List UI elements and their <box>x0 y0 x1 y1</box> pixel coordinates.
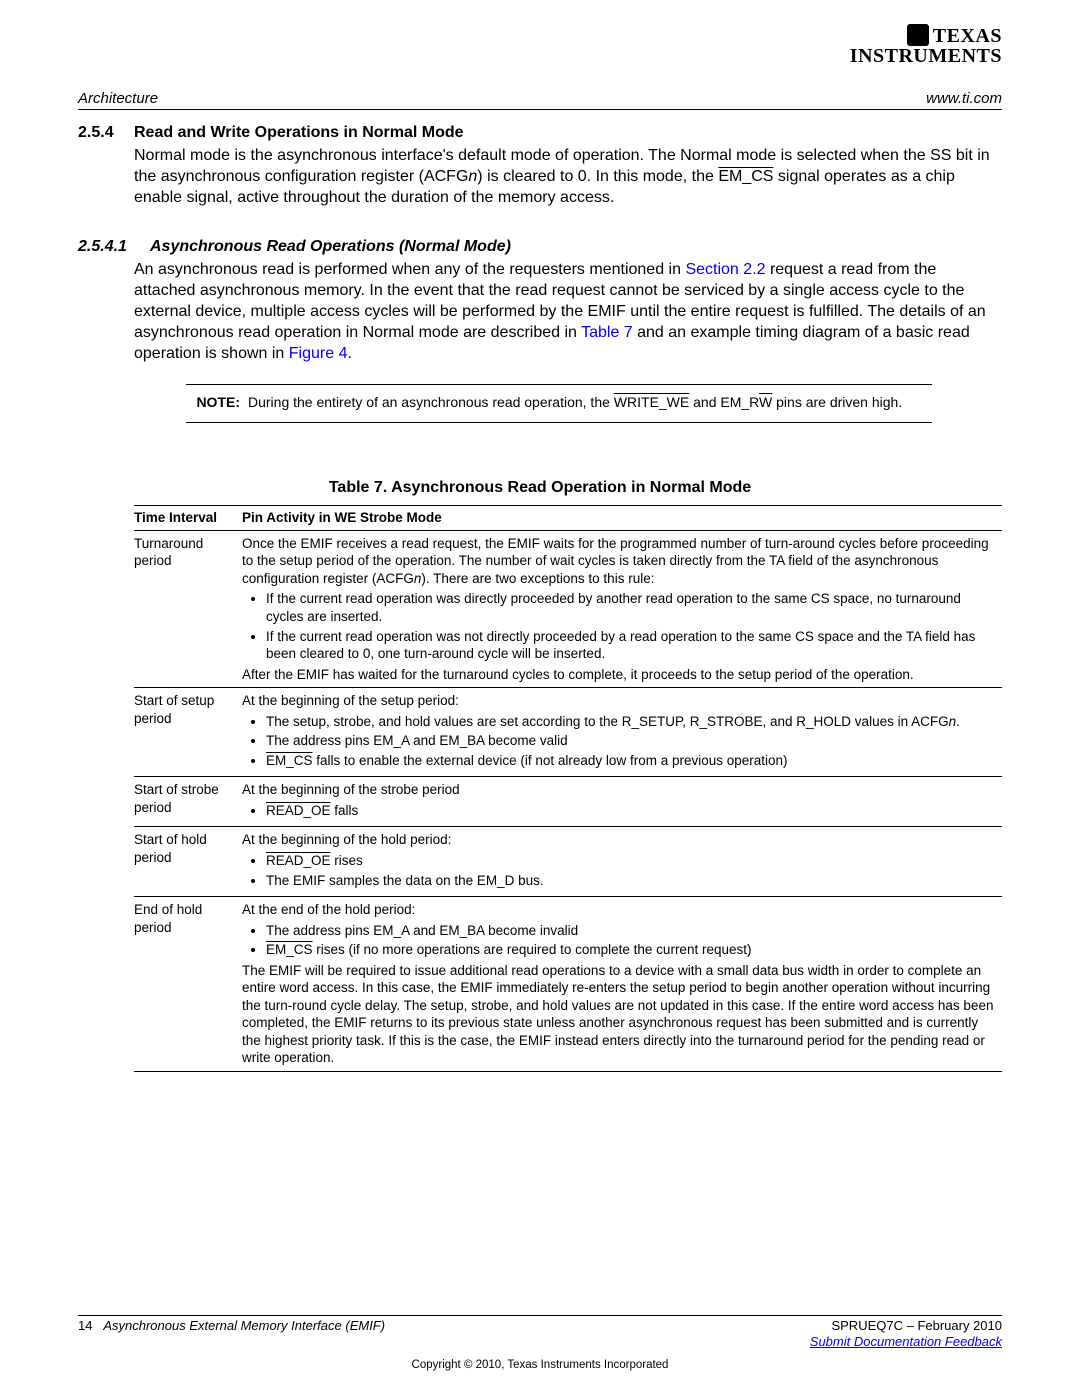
read-oe-signal: READ_OE <box>266 853 331 868</box>
page-footer: 14 Asynchronous External Memory Interfac… <box>78 1315 1002 1371</box>
activity-cell: Once the EMIF receives a read request, t… <box>242 530 1002 687</box>
write-we-signal: WRITE_WE <box>614 394 689 410</box>
section-number: 2.5.4 <box>78 124 134 142</box>
subsection-body: An asynchronous read is performed when a… <box>134 260 1002 364</box>
ti-logo: TEXAS INSTRUMENTS <box>850 24 1002 66</box>
doc-id: SPRUEQ7C – February 2010 <box>831 1318 1002 1333</box>
interval-cell: Start of strobe period <box>134 777 242 827</box>
link-table-7[interactable]: Table 7 <box>581 324 633 341</box>
table-row: Start of strobe period At the beginning … <box>134 777 1002 827</box>
table-row: End of hold period At the end of the hol… <box>134 897 1002 1072</box>
table-caption: Table 7. Asynchronous Read Operation in … <box>78 479 1002 497</box>
section-title: Read and Write Operations in Normal Mode <box>134 124 464 142</box>
em-cs-signal: EM_CS <box>266 942 313 957</box>
subsection-title: Asynchronous Read Operations (Normal Mod… <box>150 238 511 256</box>
em-cs-signal: EM_CS <box>266 753 313 768</box>
copyright: Copyright © 2010, Texas Instruments Inco… <box>78 1359 1002 1371</box>
header-right: www.ti.com <box>926 90 1002 107</box>
header-left: Architecture <box>78 90 158 107</box>
section-heading: 2.5.4 Read and Write Operations in Norma… <box>78 124 1002 142</box>
link-section-2-2[interactable]: Section 2.2 <box>685 261 765 278</box>
table-row: Start of hold period At the beginning of… <box>134 827 1002 897</box>
subsection-number: 2.5.4.1 <box>78 238 150 256</box>
read-oe-signal: READ_OE <box>266 803 331 818</box>
table-row: Turnaround period Once the EMIF receives… <box>134 530 1002 687</box>
table-7: Time Interval Pin Activity in WE Strobe … <box>134 505 1002 1072</box>
note-label: NOTE: <box>186 393 248 412</box>
table-header-2: Pin Activity in WE Strobe Mode <box>242 506 1002 531</box>
activity-cell: At the beginning of the hold period: REA… <box>242 827 1002 897</box>
table-row: Start of setup period At the beginning o… <box>134 688 1002 777</box>
link-figure-4[interactable]: Figure 4 <box>289 345 348 362</box>
logo-text-2: INSTRUMENTS <box>850 46 1002 66</box>
interval-cell: End of hold period <box>134 897 242 1072</box>
note-text: During the entirety of an asynchronous r… <box>248 393 902 412</box>
interval-cell: Start of hold period <box>134 827 242 897</box>
em-cs-signal: EM_CS <box>718 168 773 185</box>
note-box: NOTE: During the entirety of an asynchro… <box>186 384 932 423</box>
ti-chip-icon <box>907 24 929 46</box>
page-header: Architecture www.ti.com <box>78 90 1002 110</box>
table-header-1: Time Interval <box>134 506 242 531</box>
interval-cell: Turnaround period <box>134 530 242 687</box>
doc-title: Asynchronous External Memory Interface (… <box>103 1318 385 1333</box>
activity-cell: At the end of the hold period: The addre… <box>242 897 1002 1072</box>
subsection-heading: 2.5.4.1 Asynchronous Read Operations (No… <box>78 238 1002 256</box>
feedback-link[interactable]: Submit Documentation Feedback <box>810 1334 1002 1349</box>
interval-cell: Start of setup period <box>134 688 242 777</box>
section-body: Normal mode is the asynchronous interfac… <box>134 146 1002 208</box>
activity-cell: At the beginning of the setup period: Th… <box>242 688 1002 777</box>
activity-cell: At the beginning of the strobe period RE… <box>242 777 1002 827</box>
logo-text-1: TEXAS <box>933 25 1002 47</box>
page-number: 14 <box>78 1318 92 1333</box>
